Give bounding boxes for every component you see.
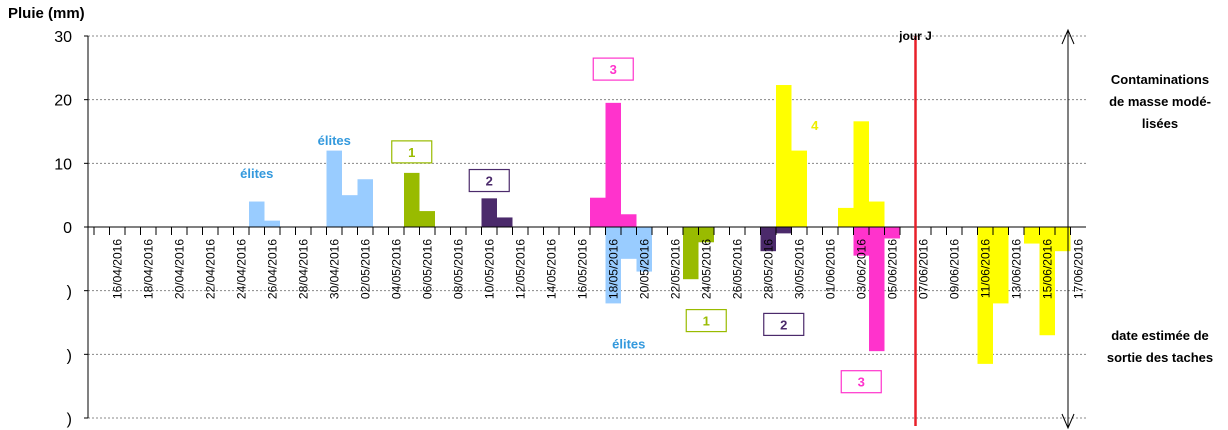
annotation-box (468, 168, 510, 193)
annotation: 1 (703, 314, 710, 329)
x-tick-label: 12/05/2016 (513, 239, 527, 299)
bar (869, 227, 885, 352)
y-tick-label: ) (67, 411, 72, 428)
annotation: élites (318, 133, 351, 148)
reference-label: jour J (898, 29, 932, 43)
bar (853, 227, 869, 256)
annotation: 3 (858, 375, 865, 390)
x-tick-label: 04/05/2016 (389, 239, 403, 299)
bar (1055, 227, 1071, 252)
x-tick-label: 20/05/2016 (637, 239, 651, 299)
side-label: lisées (1142, 116, 1178, 131)
x-tick-label: 22/04/2016 (203, 239, 217, 299)
annotation: 2 (486, 174, 493, 189)
x-tick-label: 08/05/2016 (451, 239, 465, 299)
y-tick-label: ) (67, 347, 72, 364)
bar (1024, 227, 1040, 244)
bar (249, 201, 265, 227)
x-tick-label: 06/05/2016 (420, 239, 434, 299)
bar (1039, 227, 1055, 336)
side-label: Contaminations (1111, 72, 1209, 87)
side-label: date estimée de (1111, 328, 1209, 343)
annotation-box (840, 370, 882, 394)
bar (791, 150, 807, 227)
bar (605, 102, 621, 227)
bar (419, 211, 435, 227)
x-tick-label: 30/04/2016 (327, 239, 341, 299)
y-tick-label: 10 (54, 156, 72, 173)
bar (884, 227, 900, 239)
y-tick-label: 30 (54, 29, 72, 46)
bar (357, 179, 373, 227)
x-tick-label: 01/06/2016 (823, 239, 837, 299)
bar (326, 150, 342, 227)
x-tick-label: 20/04/2016 (172, 239, 186, 299)
bar (776, 85, 792, 227)
bar (853, 121, 869, 227)
x-tick-label: 16/04/2016 (110, 239, 124, 299)
annotation: 4 (811, 118, 819, 133)
annotation-box (763, 312, 805, 337)
x-tick-label: 28/05/2016 (761, 239, 775, 299)
annotation: 3 (610, 62, 617, 77)
x-tick-label: 28/04/2016 (296, 239, 310, 299)
arrow-head (1061, 413, 1075, 430)
x-tick-label: 11/06/2016 (978, 239, 992, 298)
x-tick-label: 03/06/2016 (854, 239, 868, 299)
bar (698, 227, 714, 243)
x-tick-label: 02/05/2016 (358, 239, 372, 299)
annotation-box (685, 308, 727, 333)
x-tick-label: 16/05/2016 (575, 239, 589, 299)
x-tick-label: 14/05/2016 (544, 239, 558, 299)
bar (590, 197, 606, 227)
annotation: élites (240, 166, 273, 181)
x-tick-label: 10/05/2016 (482, 239, 496, 299)
y-tick-label: 20 (54, 93, 72, 110)
bar (404, 172, 420, 227)
bar (605, 227, 621, 304)
bar (342, 195, 358, 227)
bar (621, 214, 637, 227)
bar (869, 201, 885, 227)
x-tick-label: 22/05/2016 (668, 239, 682, 299)
x-tick-label: 15/06/2016 (1040, 239, 1054, 299)
y-tick-label: 0 (63, 220, 72, 237)
bar (264, 220, 280, 227)
x-tick-label: 13/06/2016 (1009, 239, 1023, 299)
side-label: sortie des taches (1107, 350, 1213, 365)
bar (838, 207, 854, 227)
x-tick-label: 09/06/2016 (947, 239, 961, 299)
side-label: de masse modé- (1109, 94, 1211, 109)
chart-title: Pluie (mm) (8, 5, 85, 22)
bar (683, 227, 699, 280)
bar (760, 227, 776, 252)
x-tick-label: 18/05/2016 (606, 239, 620, 299)
x-tick-label: 30/05/2016 (792, 239, 806, 299)
bar (776, 227, 792, 234)
annotation: 2 (780, 317, 787, 332)
arrow-head (1061, 28, 1075, 45)
bar (993, 227, 1009, 304)
bar (636, 227, 652, 272)
annotation-box (391, 140, 433, 164)
x-tick-label: 07/06/2016 (916, 239, 930, 299)
x-tick-label: 18/04/2016 (141, 239, 155, 299)
y-tick-label: ) (67, 284, 72, 301)
bar (497, 217, 513, 227)
bar (621, 227, 637, 259)
x-tick-label: 24/05/2016 (699, 239, 713, 299)
annotation-box (592, 57, 634, 81)
bar (481, 198, 497, 227)
x-tick-label: 17/06/2016 (1071, 239, 1085, 299)
bar (977, 227, 993, 364)
x-tick-label: 26/04/2016 (265, 239, 279, 299)
x-tick-label: 05/06/2016 (885, 239, 899, 299)
annotation: 1 (408, 145, 415, 160)
x-tick-label: 26/05/2016 (730, 239, 744, 299)
annotation: élites (612, 337, 645, 352)
x-tick-label: 24/04/2016 (234, 239, 248, 299)
